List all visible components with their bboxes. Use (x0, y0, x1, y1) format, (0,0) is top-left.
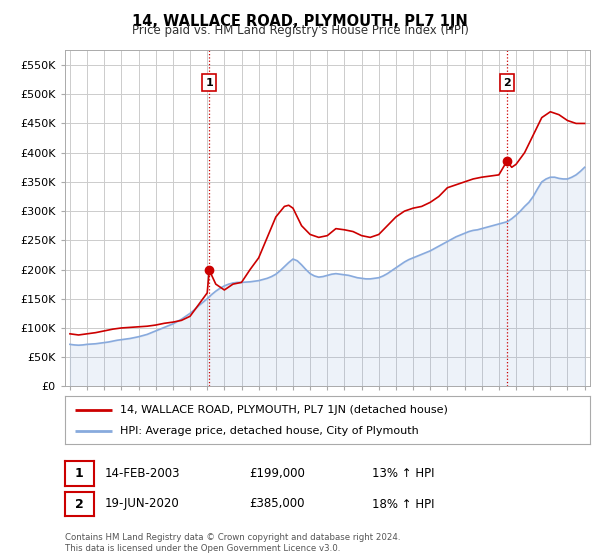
Text: £385,000: £385,000 (249, 497, 305, 511)
Text: 19-JUN-2020: 19-JUN-2020 (105, 497, 180, 511)
Text: HPI: Average price, detached house, City of Plymouth: HPI: Average price, detached house, City… (120, 426, 419, 436)
Text: 2: 2 (75, 497, 83, 511)
Text: 13% ↑ HPI: 13% ↑ HPI (372, 466, 434, 480)
Text: Contains HM Land Registry data © Crown copyright and database right 2024.
This d: Contains HM Land Registry data © Crown c… (65, 533, 400, 553)
Text: 14, WALLACE ROAD, PLYMOUTH, PL7 1JN: 14, WALLACE ROAD, PLYMOUTH, PL7 1JN (132, 14, 468, 29)
Text: 18% ↑ HPI: 18% ↑ HPI (372, 497, 434, 511)
Text: 14, WALLACE ROAD, PLYMOUTH, PL7 1JN (detached house): 14, WALLACE ROAD, PLYMOUTH, PL7 1JN (det… (120, 405, 448, 415)
Text: 2: 2 (503, 77, 511, 87)
Text: Price paid vs. HM Land Registry's House Price Index (HPI): Price paid vs. HM Land Registry's House … (131, 24, 469, 37)
Text: £199,000: £199,000 (249, 466, 305, 480)
Text: 1: 1 (75, 466, 83, 480)
Text: 1: 1 (205, 77, 213, 87)
Text: 14-FEB-2003: 14-FEB-2003 (105, 466, 181, 480)
